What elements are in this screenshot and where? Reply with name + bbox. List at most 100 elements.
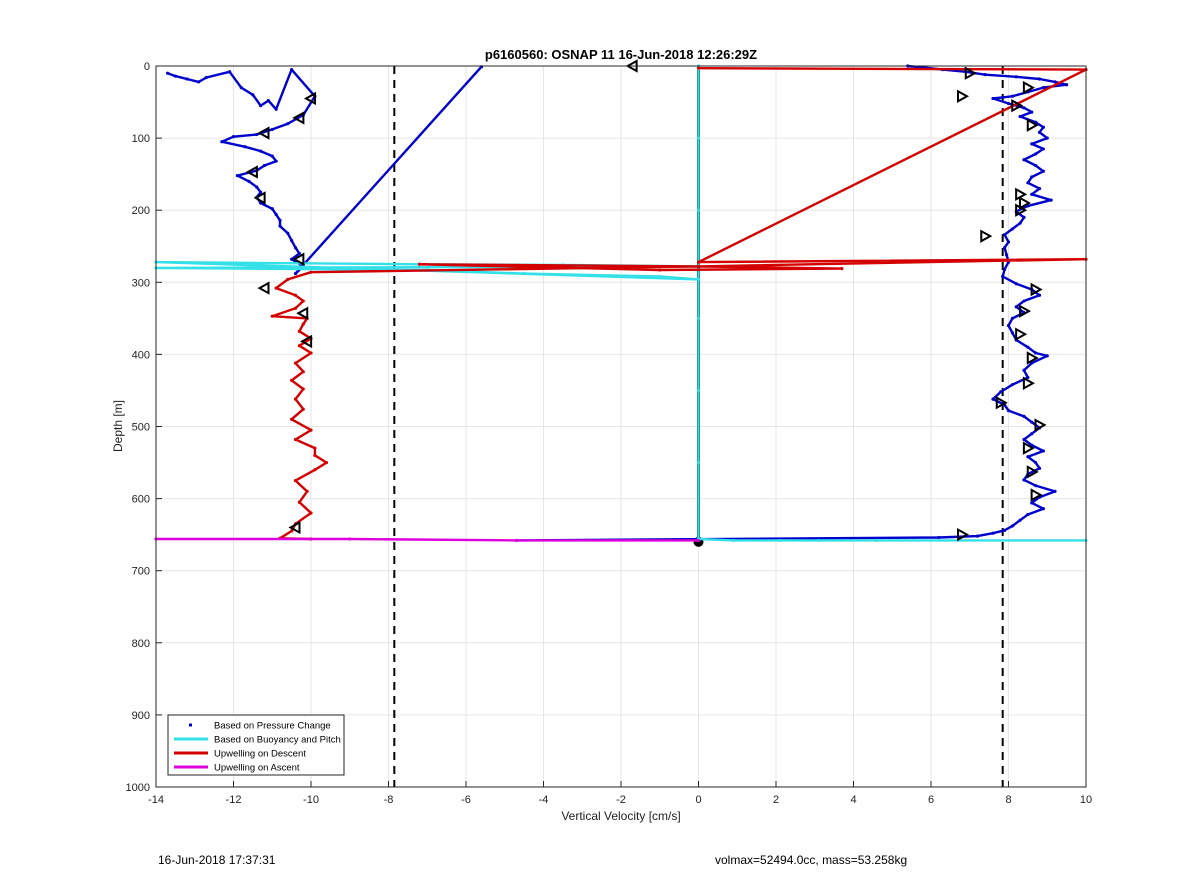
legend-box — [167, 714, 345, 776]
series-point — [840, 267, 844, 271]
series-point — [1041, 169, 1045, 173]
series-point — [278, 218, 282, 222]
series-point — [1010, 227, 1014, 231]
x-tick-label: 2 — [773, 794, 779, 806]
y-tick-label: 100 — [132, 133, 150, 145]
series-point — [1026, 375, 1030, 380]
triangle-marker — [1034, 418, 1047, 432]
series-point — [522, 272, 526, 276]
triangle-marker — [1030, 488, 1043, 502]
series-point — [1018, 518, 1022, 522]
series-point — [286, 277, 290, 282]
series-point — [1045, 136, 1049, 140]
series-point — [1037, 186, 1042, 191]
series-point — [1022, 106, 1026, 110]
series-point — [262, 163, 267, 168]
x-tick-label: 0 — [695, 794, 701, 806]
series-point — [290, 378, 294, 382]
triangle-marker — [995, 396, 1008, 410]
series-point — [696, 277, 701, 282]
triangle-marker — [303, 91, 316, 106]
series-point — [1003, 267, 1007, 271]
series-point — [696, 388, 701, 393]
series-point — [290, 529, 294, 533]
series-point — [270, 314, 274, 318]
legend-swatch — [189, 723, 192, 727]
series-point — [290, 238, 294, 243]
series-point — [1022, 299, 1026, 303]
series-point — [1010, 94, 1014, 98]
y-tick-label: 300 — [132, 277, 150, 289]
series-point — [778, 538, 782, 543]
series-point — [293, 437, 298, 442]
series-point — [348, 537, 352, 541]
series-point — [1041, 125, 1045, 129]
series-point — [286, 122, 290, 126]
x-tick-label: 4 — [850, 794, 856, 806]
x-tick-label: -4 — [539, 794, 549, 806]
series-point — [1030, 420, 1034, 424]
series-point — [309, 270, 313, 274]
series-point — [301, 370, 305, 374]
series-point — [696, 66, 701, 70]
series-4 — [154, 537, 701, 543]
x-tick-label: -12 — [226, 794, 242, 806]
series-point — [696, 460, 701, 465]
series-point — [696, 264, 701, 269]
y-tick-labels: 0 100 200 300 400 500 600 700 800 900 1000 — [126, 61, 150, 794]
triangle-marker — [980, 229, 993, 243]
triangle-marker — [1026, 351, 1039, 365]
series-point — [1053, 489, 1057, 493]
series-point — [1022, 368, 1026, 372]
series-point — [1041, 147, 1045, 151]
series-point — [1030, 432, 1034, 436]
series-point — [696, 260, 701, 264]
series-point — [274, 107, 278, 111]
series-point — [1006, 409, 1011, 413]
series-point — [313, 446, 317, 450]
series-point — [185, 77, 189, 81]
series-point — [309, 351, 313, 355]
y-axis-label: Depth [m] — [111, 400, 125, 452]
series-point — [999, 390, 1003, 394]
triangle-marker — [1026, 465, 1039, 479]
series-point — [975, 534, 980, 538]
series-point — [983, 73, 987, 77]
series-point — [239, 86, 243, 90]
footer-timestamp: 16-Jun-2018 17:37:31 — [158, 853, 276, 867]
series-point — [1014, 75, 1018, 79]
triangle-marker — [300, 334, 313, 349]
series-point — [293, 306, 298, 310]
series-point — [255, 185, 259, 189]
series-point — [696, 538, 701, 543]
series-point — [1004, 253, 1009, 257]
series-point — [259, 190, 263, 194]
series-point — [1010, 524, 1014, 528]
y-tick-label: 600 — [132, 494, 150, 506]
series-point — [1041, 507, 1045, 511]
series-point — [1010, 383, 1014, 387]
series-point — [1037, 293, 1042, 297]
x-tick-label: -10 — [303, 794, 319, 806]
series-point — [1041, 86, 1045, 90]
triangle-marker — [1022, 441, 1035, 455]
series-point — [293, 361, 298, 365]
series-point — [270, 207, 274, 211]
triangle-marker — [292, 252, 305, 266]
series-point — [1014, 282, 1018, 286]
series-point — [259, 149, 263, 153]
x-tick-label: -6 — [461, 794, 471, 806]
y-tick-label: 500 — [132, 422, 150, 434]
series-point — [266, 99, 270, 103]
series-point — [270, 127, 274, 132]
footer-vol-mass: volmax=52494.0cc, mass=53.258kg — [715, 853, 908, 867]
legend-label: Upwelling on Ascent — [214, 763, 300, 774]
legend-label: Upwelling on Descent — [214, 749, 306, 760]
series-point — [1003, 528, 1007, 532]
y-tick-label: 700 — [132, 566, 150, 578]
series-point — [278, 224, 282, 228]
series-point — [274, 286, 278, 290]
series-point — [991, 531, 995, 535]
series-point — [1022, 215, 1026, 220]
